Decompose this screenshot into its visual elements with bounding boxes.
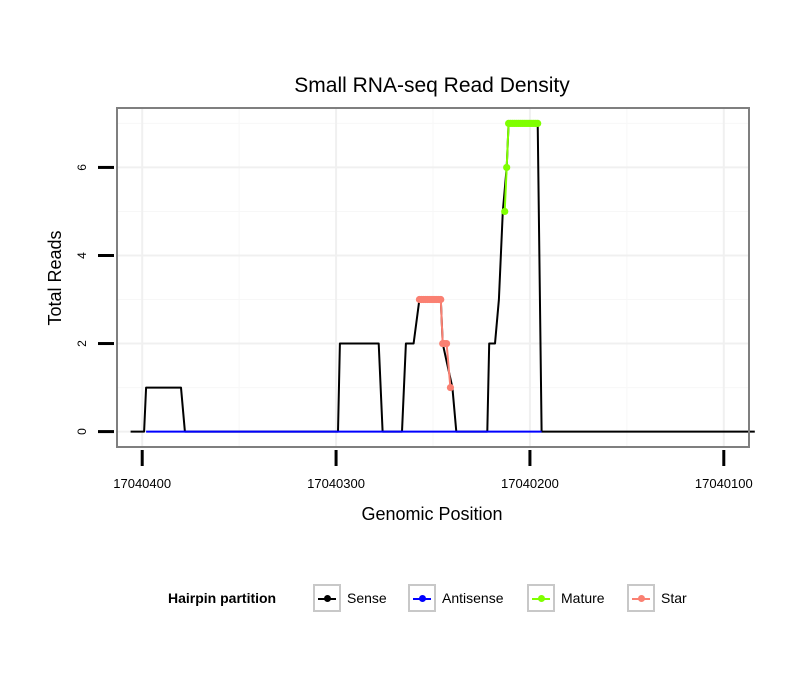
legend: Hairpin partition Sense Antisense Mature St… bbox=[0, 582, 810, 614]
legend-item-antisense: Antisense bbox=[408, 582, 503, 614]
legend-label: Antisense bbox=[442, 590, 504, 606]
legend-key-dot bbox=[419, 595, 426, 602]
legend-title: Hairpin partition bbox=[168, 590, 277, 606]
legend-key-dot bbox=[638, 595, 645, 602]
x-tick-label: 17040400 bbox=[113, 476, 171, 491]
x-axis: 17040400 17040300 17040200 17040100 bbox=[113, 450, 753, 491]
y-tick-label: 6 bbox=[75, 164, 89, 171]
y-axis: 0 2 4 6 bbox=[75, 164, 114, 435]
y-tick-label: 2 bbox=[75, 340, 89, 347]
legend-label: Sense bbox=[347, 590, 387, 606]
plot-border bbox=[116, 107, 750, 448]
legend-key-dot bbox=[324, 595, 331, 602]
x-tick-label: 17040300 bbox=[307, 476, 365, 491]
data-point-mature bbox=[534, 119, 542, 128]
legend-item-sense: Sense bbox=[313, 582, 387, 614]
y-axis-label: Total Reads bbox=[45, 230, 65, 325]
x-tick-label: 17040100 bbox=[695, 476, 753, 491]
legend-item-star: Star bbox=[627, 582, 687, 614]
data-point-star bbox=[442, 339, 451, 348]
legend-label: Star bbox=[661, 590, 687, 606]
y-tick-label: 4 bbox=[75, 252, 89, 259]
legend-key-star bbox=[627, 584, 655, 612]
data-point-mature bbox=[503, 163, 511, 172]
legend-key-mature bbox=[527, 584, 555, 612]
read-density-chart: Small RNA-seq Read Density 0 2 4 6 17040400… bbox=[45, 74, 755, 524]
legend-key-dot bbox=[538, 595, 545, 602]
legend-key-sense bbox=[313, 584, 341, 612]
x-axis-label: Genomic Position bbox=[361, 504, 502, 524]
chart-title: Small RNA-seq Read Density bbox=[294, 74, 570, 97]
y-tick-label: 0 bbox=[75, 428, 89, 435]
legend-label: Mature bbox=[561, 590, 605, 606]
series-points bbox=[415, 119, 542, 392]
legend-key-antisense bbox=[408, 584, 436, 612]
legend-item-mature: Mature bbox=[527, 582, 605, 614]
data-point-mature bbox=[501, 207, 509, 216]
x-tick-label: 17040200 bbox=[501, 476, 559, 491]
data-point-star bbox=[437, 295, 445, 304]
grid-lines bbox=[117, 108, 749, 447]
data-point-star bbox=[446, 383, 455, 392]
